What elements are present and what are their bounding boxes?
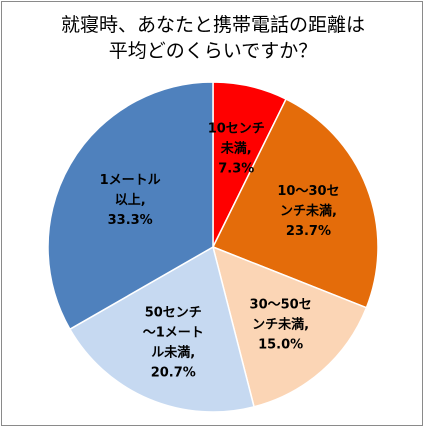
pie-slice-label-line: 10センチ xyxy=(208,121,265,136)
pie-slice-label-line: 以上, xyxy=(115,193,146,208)
chart-title: 就寝時、あなたと携帯電話の距離は 平均どのくらいですか？ xyxy=(0,12,426,64)
pie-slice-label-line: 33.3% xyxy=(108,213,153,228)
pie-labels: 10センチ未満, 7.3%10〜30センチ未満, 23.7%30〜50センチ未満, 1… xyxy=(100,121,340,380)
pie-slice-label-line: 20.7% xyxy=(151,365,196,380)
pie-slice-label-line: 50センチ xyxy=(145,305,202,320)
pie-slice-label-5: 1メートル以上, 33.3% xyxy=(100,173,161,228)
pie-slice-label-line: 23.7% xyxy=(286,224,331,239)
pie-slice-label-line: ンチ未満, xyxy=(252,317,309,333)
chart-title-line-1: 就寝時、あなたと携帯電話の距離は xyxy=(60,14,365,36)
pie-slice-label-line: 30〜50セ xyxy=(250,298,312,313)
pie-slice-label-line: 7.3% xyxy=(218,161,254,176)
pie-slice-label-line: 1メートル xyxy=(100,173,161,188)
pie-slice-label-line: 15.0% xyxy=(258,338,303,353)
pie-slice-4 xyxy=(68,245,255,413)
pie-slices xyxy=(47,81,379,413)
pie-slice-label-4: 50センチ〜1メートル未満, 20.7% xyxy=(143,305,204,380)
pie-slice-3 xyxy=(211,245,368,408)
pie-slice-label-line: ル未満, xyxy=(151,344,195,360)
pie-slice-2 xyxy=(211,98,379,309)
pie-slice-label-1: 10センチ未満, 7.3% xyxy=(208,121,265,176)
pie-slice-label-3: 30〜50センチ未満, 15.0% xyxy=(250,298,312,353)
chart-title-line-2: 平均どのくらいですか？ xyxy=(108,40,318,62)
pie-slice-label-line: 10〜30セ xyxy=(277,184,339,199)
pie-slice-label-2: 10〜30センチ未満, 23.7% xyxy=(277,184,339,239)
pie-slice-5 xyxy=(47,81,214,331)
pie-slice-label-line: 未満, xyxy=(220,140,252,156)
pie-slice-label-line: ンチ未満, xyxy=(280,203,337,219)
pie-slice-label-line: 〜1メート xyxy=(143,325,204,340)
